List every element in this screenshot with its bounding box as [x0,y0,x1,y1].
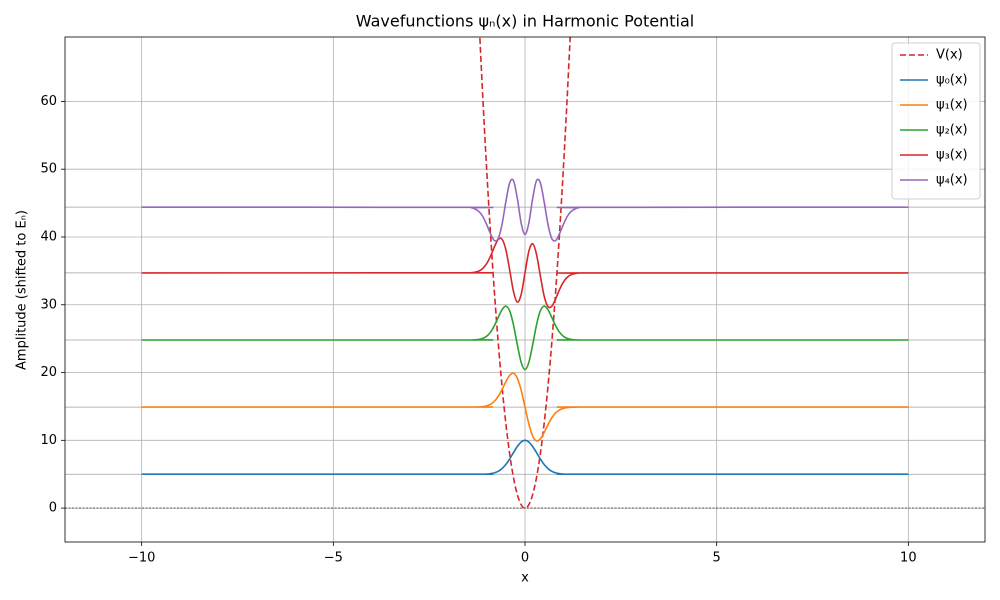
x-tick-label: −5 [324,551,343,566]
y-tick-label: 0 [49,501,57,516]
legend-label: ψ₄(x) [936,173,968,188]
series-line [479,37,571,509]
plot-area [141,37,909,509]
x-tick-label: −10 [128,551,155,566]
x-tick-label: 0 [521,551,529,566]
y-axis-label: Amplitude (shifted to Eₙ) [15,210,30,370]
legend-label: ψ₁(x) [936,98,968,113]
legend-label: V(x) [936,48,963,63]
axes-frame [64,36,986,543]
y-tick-label: 40 [40,229,57,244]
chart-title: Wavefunctions ψₙ(x) in Harmonic Potentia… [356,12,694,31]
x-tick-label: 5 [713,551,721,566]
legend-label: ψ₀(x) [936,73,968,88]
series-line [141,305,909,371]
legend-label: ψ₃(x) [936,148,968,163]
series-line [141,372,909,442]
x-axis-label: x [521,571,529,586]
y-tick-label: 10 [40,433,57,448]
x-tick-label: 10 [900,551,917,566]
series-line [141,237,909,309]
series-line [141,178,909,242]
legend-box [891,42,981,200]
y-tick-label: 20 [40,365,57,380]
legend-label: ψ₂(x) [936,123,968,138]
y-tick-label: 60 [40,94,57,109]
y-tick-label: 30 [40,297,57,312]
series-line [141,439,909,476]
y-tick-label: 50 [40,162,57,177]
